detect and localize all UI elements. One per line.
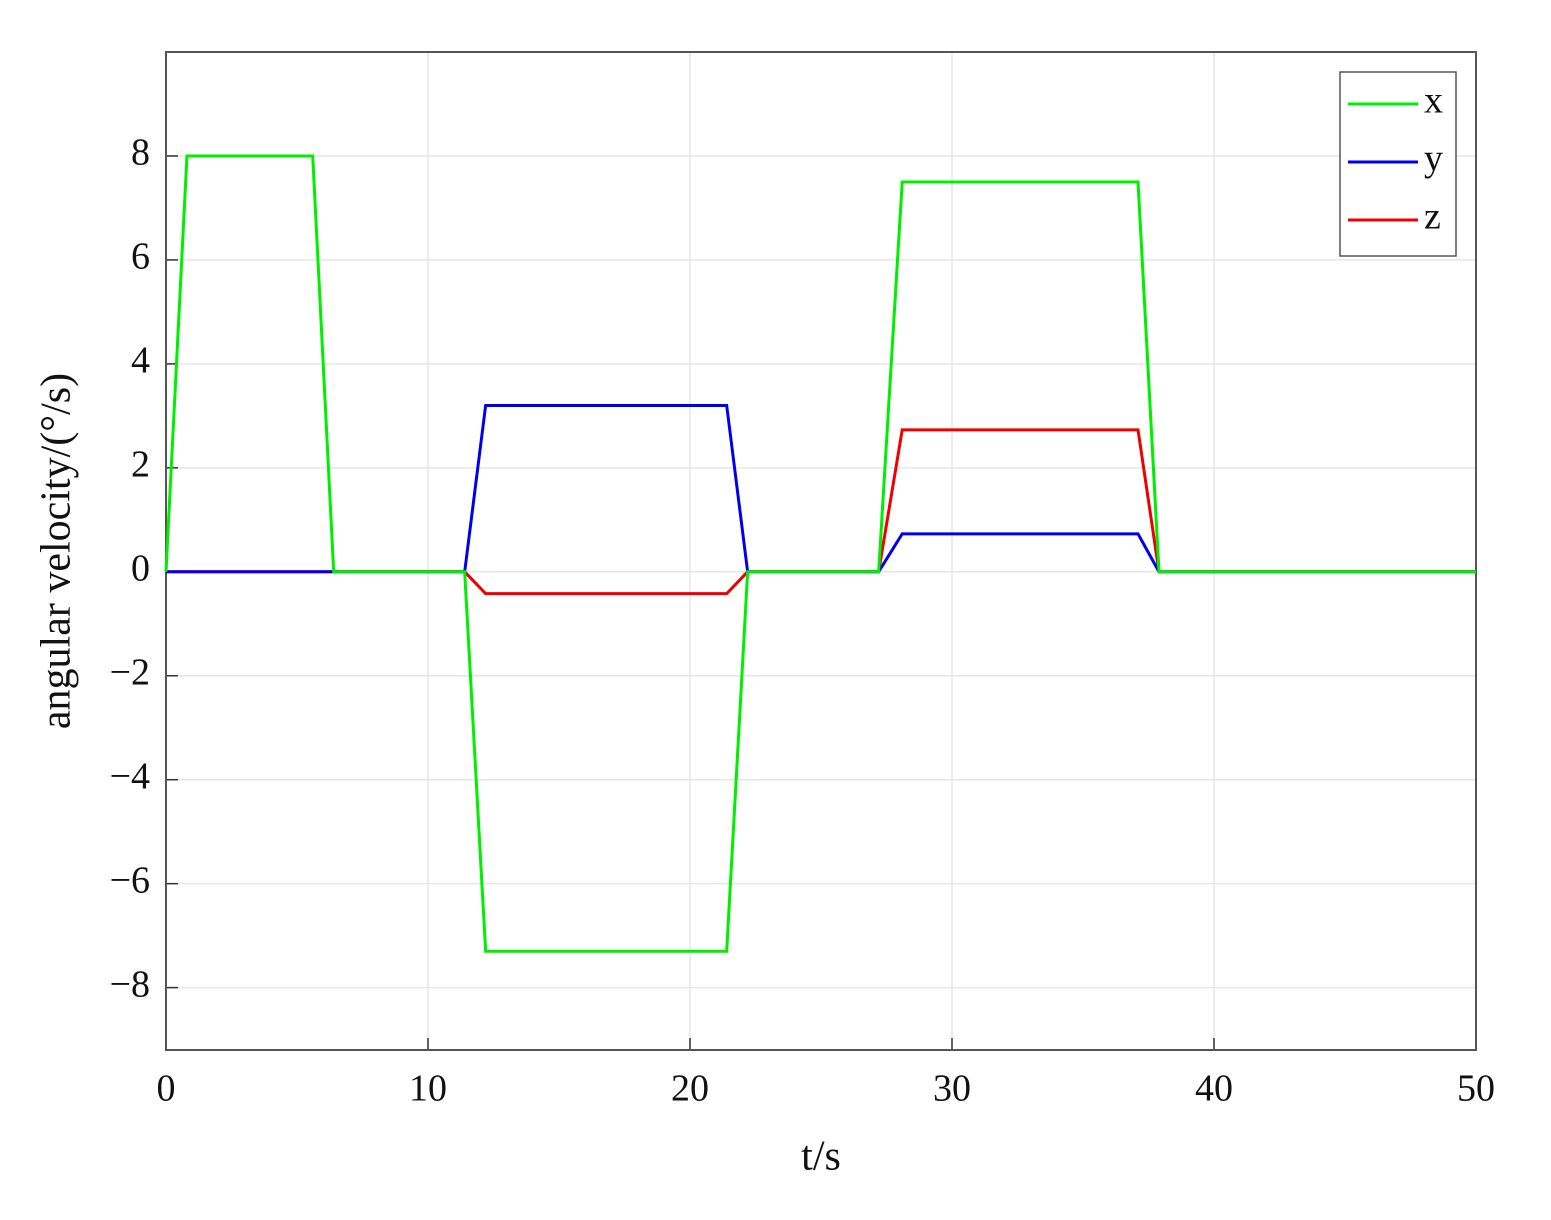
x-tick-label: 20: [671, 1068, 709, 1110]
legend-label: z: [1424, 196, 1441, 238]
x-tick-label: 0: [157, 1068, 176, 1110]
y-tick-label: −8: [110, 963, 150, 1005]
legend-label: x: [1424, 80, 1443, 122]
y-tick-label: −6: [110, 859, 150, 901]
y-tick-label: 8: [131, 132, 150, 174]
y-tick-label: 2: [131, 444, 150, 486]
y-tick-label: 4: [131, 340, 150, 382]
y-tick-label: −4: [110, 755, 150, 797]
x-tick-label: 40: [1195, 1068, 1233, 1110]
y-axis-label: angular velocity/(°/s): [34, 373, 80, 729]
y-tick-label: 0: [131, 548, 150, 590]
x-tick-label: 50: [1457, 1068, 1495, 1110]
series-line: [166, 403, 1476, 574]
series-line: [166, 428, 1476, 596]
series-line: [164, 154, 1476, 953]
plot-frame: [165, 51, 1477, 1051]
y-tick-label: −2: [110, 651, 150, 693]
y-tick-label: 6: [131, 236, 150, 278]
x-tick-label: 10: [409, 1068, 447, 1110]
legend-label: y: [1424, 138, 1443, 180]
x-tick-label: 30: [933, 1068, 971, 1110]
x-axis-label: t/s: [801, 1134, 841, 1180]
